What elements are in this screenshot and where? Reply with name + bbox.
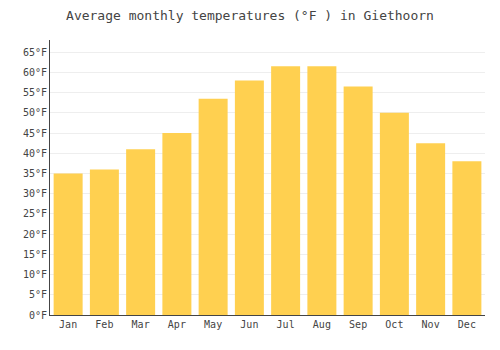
svg-text:Jun: Jun [240,319,258,330]
svg-text:25°F: 25°F [23,208,47,219]
svg-text:Sep: Sep [349,319,367,330]
svg-text:Apr: Apr [168,319,186,330]
svg-text:Oct: Oct [385,319,403,330]
svg-text:30°F: 30°F [23,188,47,199]
svg-text:0°F: 0°F [29,310,47,321]
svg-text:Jul: Jul [277,319,295,330]
svg-text:40°F: 40°F [23,148,47,159]
svg-text:5°F: 5°F [29,289,47,300]
svg-text:20°F: 20°F [23,229,47,240]
svg-text:Average monthly temperatures (: Average monthly temperatures (°F ) in Gi… [66,8,434,23]
svg-text:60°F: 60°F [23,67,47,78]
svg-text:Aug: Aug [313,319,331,330]
svg-text:65°F: 65°F [23,47,47,58]
svg-text:Nov: Nov [422,319,440,330]
svg-text:55°F: 55°F [23,87,47,98]
svg-text:45°F: 45°F [23,128,47,139]
svg-text:10°F: 10°F [23,269,47,280]
svg-text:May: May [204,319,222,330]
svg-text:35°F: 35°F [23,168,47,179]
svg-text:Dec: Dec [458,319,476,330]
svg-text:Feb: Feb [95,319,113,330]
svg-text:Jan: Jan [59,319,77,330]
svg-text:15°F: 15°F [23,249,47,260]
svg-text:Mar: Mar [132,319,150,330]
svg-text:50°F: 50°F [23,107,47,118]
